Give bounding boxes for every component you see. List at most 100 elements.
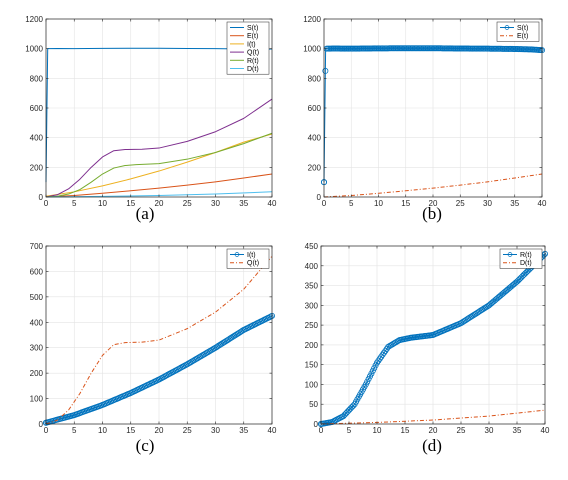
data-point (525, 267, 532, 274)
data-point (528, 46, 535, 53)
data-point (428, 332, 435, 339)
data-point (320, 179, 327, 186)
data-point (495, 45, 502, 52)
data-point (504, 45, 511, 52)
ticks: 0 5 10 15 20 25 30 35 40050100150200250300350400… (305, 242, 550, 435)
data-point (354, 396, 361, 403)
y-tick-label: 150 (305, 361, 319, 370)
data-point (454, 45, 461, 52)
data-point (466, 45, 473, 52)
series-line (45, 132, 273, 198)
legend-entry: Q(t) (247, 50, 259, 57)
data-point (438, 328, 445, 335)
axes-frame (320, 245, 546, 425)
data-point (450, 323, 457, 330)
data-point (510, 45, 517, 52)
data-point (158, 374, 165, 381)
data-point (74, 411, 81, 418)
data-point (415, 333, 422, 340)
data-point (480, 45, 487, 52)
series-it (43, 312, 275, 426)
x-tick-label: 20 (155, 426, 164, 435)
x-tick-label: 10 (374, 199, 383, 208)
data-point (266, 314, 273, 321)
legend-box (499, 248, 543, 269)
data-point (490, 298, 497, 305)
data-point (448, 324, 455, 331)
plot-area (321, 246, 545, 424)
data-point (257, 318, 264, 325)
data-point (447, 45, 454, 52)
series-line (320, 409, 546, 425)
grid (45, 18, 273, 198)
data-point (445, 325, 452, 332)
data-point (213, 343, 220, 350)
data-point (409, 45, 416, 52)
data-point (469, 45, 476, 52)
data-point (165, 371, 172, 378)
legend-entry: I(t) (247, 252, 256, 259)
data-point (417, 45, 424, 52)
x-tick-label: 35 (513, 426, 522, 435)
data-point (348, 45, 355, 52)
data-point (518, 46, 525, 53)
data-point (390, 340, 397, 347)
data-point (219, 340, 226, 347)
data-point (268, 312, 275, 319)
data-point (365, 376, 372, 383)
data-point (357, 45, 364, 52)
data-point (89, 405, 96, 412)
y-tick-label: 600 (308, 104, 322, 113)
data-point (473, 310, 480, 317)
data-point (450, 45, 457, 52)
data-point (249, 322, 256, 329)
data-point (471, 311, 478, 318)
data-point (82, 408, 89, 415)
data-point (322, 67, 329, 74)
data-point (484, 45, 491, 52)
data-point (208, 347, 215, 354)
caption-b: (b) (422, 204, 442, 223)
data-point (506, 284, 513, 291)
data-point (243, 325, 250, 332)
data-point (119, 393, 126, 400)
data-point (362, 381, 369, 388)
series-line (323, 47, 543, 183)
data-point (403, 335, 410, 342)
data-point (88, 405, 95, 412)
data-point (85, 407, 92, 414)
data-point (191, 357, 198, 364)
data-point (509, 282, 516, 289)
data-point (462, 317, 469, 324)
x-tick-label: 5 (72, 199, 77, 208)
data-point (470, 45, 477, 52)
data-point (148, 379, 155, 386)
series-line (45, 133, 273, 197)
data-point (522, 46, 529, 53)
data-point (205, 348, 212, 355)
data-point (453, 45, 460, 52)
data-point (61, 414, 68, 421)
data-point (78, 409, 85, 416)
data-point (48, 418, 55, 425)
data-point (536, 46, 543, 53)
data-point (503, 45, 510, 52)
data-point (449, 45, 456, 52)
data-point (150, 379, 157, 386)
data-point (380, 349, 387, 356)
y-tick-label: 300 (30, 344, 44, 353)
data-point (141, 383, 148, 390)
data-point (463, 316, 470, 323)
data-point (410, 334, 417, 341)
data-point (43, 419, 50, 426)
data-point (451, 45, 458, 52)
data-point (331, 417, 338, 424)
data-point (509, 45, 516, 52)
data-point (65, 413, 72, 420)
legend-entry: D(t) (247, 66, 259, 73)
legend-marker (507, 252, 513, 257)
legend-box (226, 248, 270, 269)
x-tick-label: 15 (126, 426, 135, 435)
x-tick-label: 10 (373, 426, 382, 435)
data-point (220, 339, 227, 346)
